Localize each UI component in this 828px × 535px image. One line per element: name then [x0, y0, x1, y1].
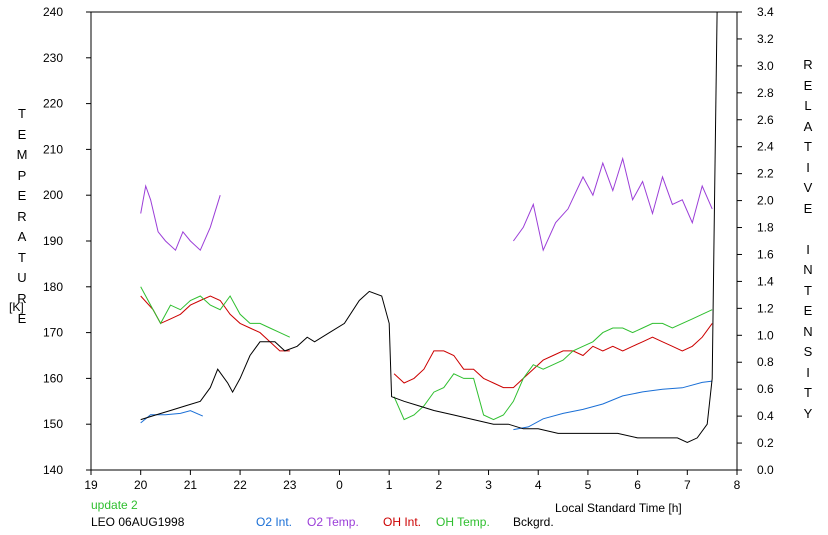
y-tick-label-right: 2.0 — [757, 194, 774, 208]
update-label: update 2 — [91, 498, 138, 512]
x-tick-label: 2 — [436, 478, 443, 492]
legend-entry: OH Int. — [383, 515, 422, 529]
y-tick-label-right: 0.4 — [757, 409, 774, 423]
x-tick-label: 21 — [184, 478, 198, 492]
series-line-o2-temp — [140, 184, 221, 252]
y-tick-label-left: 200 — [43, 188, 63, 202]
axis-label-letter: E — [17, 126, 27, 142]
x-tick-label: 20 — [134, 478, 148, 492]
axis-label-letter: L — [804, 98, 812, 113]
axis-label-letter: T — [18, 106, 26, 121]
axis-label-letter: A — [17, 229, 27, 244]
y-tick-label-right: 1.6 — [757, 247, 774, 261]
tick-labels: 19 20 21 22 23 0 1 2 3 4 5 6 7 8140150160170180190200… — [43, 5, 774, 492]
axis-label-letter: E — [803, 77, 813, 93]
y-tick-label-right: 3.2 — [757, 32, 774, 46]
y-tick-label-left: 210 — [43, 142, 63, 156]
legend-entry: Bckgrd. — [513, 515, 554, 529]
y-tick-label-left: 220 — [43, 97, 63, 111]
left-axis-unit: [K] — [9, 300, 24, 314]
axis-label-letter: I — [806, 241, 810, 257]
axis-label-letter: N — [803, 262, 813, 277]
legend-entry: O2 Int. — [256, 515, 293, 529]
axis-label-letter: Y — [803, 405, 813, 421]
axis-label-letter: U — [17, 270, 27, 285]
series-line-o2-temp — [512, 156, 713, 252]
y-tick-label-right: 2.2 — [757, 167, 774, 181]
series-line-oh-temp — [140, 286, 291, 338]
y-tick-label-right: 2.8 — [757, 86, 774, 100]
y-tick-label-left: 160 — [43, 371, 63, 385]
station-label: LEO 06AUG1998 — [91, 515, 185, 529]
x-tick-label: 19 — [84, 478, 98, 492]
series-line-oh-temp — [393, 309, 713, 421]
x-tick-label: 7 — [684, 478, 691, 492]
x-tick-label: 0 — [336, 478, 343, 492]
plot-border — [90, 11, 738, 471]
x-axis-label: Local Standard Time [h] — [555, 501, 682, 515]
y-tick-label-left: 170 — [43, 326, 63, 340]
y-tick-label-left: 190 — [43, 234, 63, 248]
x-tick-label: 6 — [634, 478, 641, 492]
axis-label-letter: E — [803, 200, 813, 216]
series-line-o2-int — [140, 410, 203, 424]
axis-label-letter: E — [803, 303, 813, 318]
y-tick-label-left: 230 — [43, 51, 63, 65]
axis-label-letter: R — [803, 57, 813, 72]
y-tick-label-left: 150 — [43, 417, 63, 431]
y-tick-label-right: 1.0 — [757, 328, 774, 342]
axis-label-letter: I — [806, 159, 810, 175]
y-tick-label-left: 180 — [43, 280, 63, 294]
axis-label-letter: T — [804, 282, 812, 298]
series-lines — [140, 11, 718, 444]
plot-frame — [86, 11, 742, 475]
y-tick-label-right: 3.0 — [757, 59, 774, 73]
x-tick-label: 23 — [283, 478, 297, 492]
y-tick-label-right: 0.0 — [757, 463, 774, 477]
series-line-oh-int — [393, 323, 713, 389]
y-tick-label-right: 0.6 — [757, 382, 774, 396]
y-tick-label-right: 0.2 — [757, 436, 774, 450]
y-tick-label-left: 240 — [43, 5, 63, 19]
axis-label-letter: R — [17, 290, 27, 306]
legend-entry: OH Temp. — [436, 515, 490, 529]
x-tick-label: 22 — [233, 478, 247, 492]
y-tick-label-right: 1.4 — [757, 274, 774, 288]
axis-label-letter: S — [803, 344, 813, 359]
x-tick-label: 8 — [734, 478, 741, 492]
series-line-o2-int — [513, 380, 713, 431]
axis-label-letter: V — [803, 180, 813, 195]
y-tick-label-right: 2.4 — [757, 140, 774, 154]
axis-label-letter: A — [803, 118, 813, 134]
axis-label-letter: I — [806, 364, 810, 380]
axis-label-letter: T — [18, 249, 26, 265]
axis-label-letter: N — [803, 323, 813, 339]
x-tick-label: 1 — [386, 478, 393, 492]
axis-label-letter: T — [804, 385, 812, 400]
x-tick-label: 3 — [485, 478, 492, 492]
y-tick-label-left: 140 — [43, 463, 63, 477]
x-tick-label: 4 — [535, 478, 542, 492]
y-tick-label-right: 3.4 — [757, 5, 774, 19]
y-tick-label-right: 1.8 — [757, 221, 774, 235]
legend-entry: O2 Temp. — [307, 515, 359, 529]
x-tick-label: 5 — [585, 478, 592, 492]
y-tick-label-right: 0.8 — [757, 355, 774, 369]
axis-label-letter: E — [17, 188, 27, 203]
axis-label-letter: E — [17, 311, 27, 326]
axis-label-letter: R — [17, 208, 27, 224]
series-line-oh-int — [140, 295, 290, 352]
axis-label-letter: T — [804, 139, 812, 154]
y-tick-label-right: 1.2 — [757, 301, 774, 315]
axis-label-letter: M — [16, 147, 28, 162]
series-line-bckgrd — [140, 11, 718, 444]
y-tick-label-right: 2.6 — [757, 113, 774, 127]
axis-label-letter: P — [17, 167, 27, 183]
